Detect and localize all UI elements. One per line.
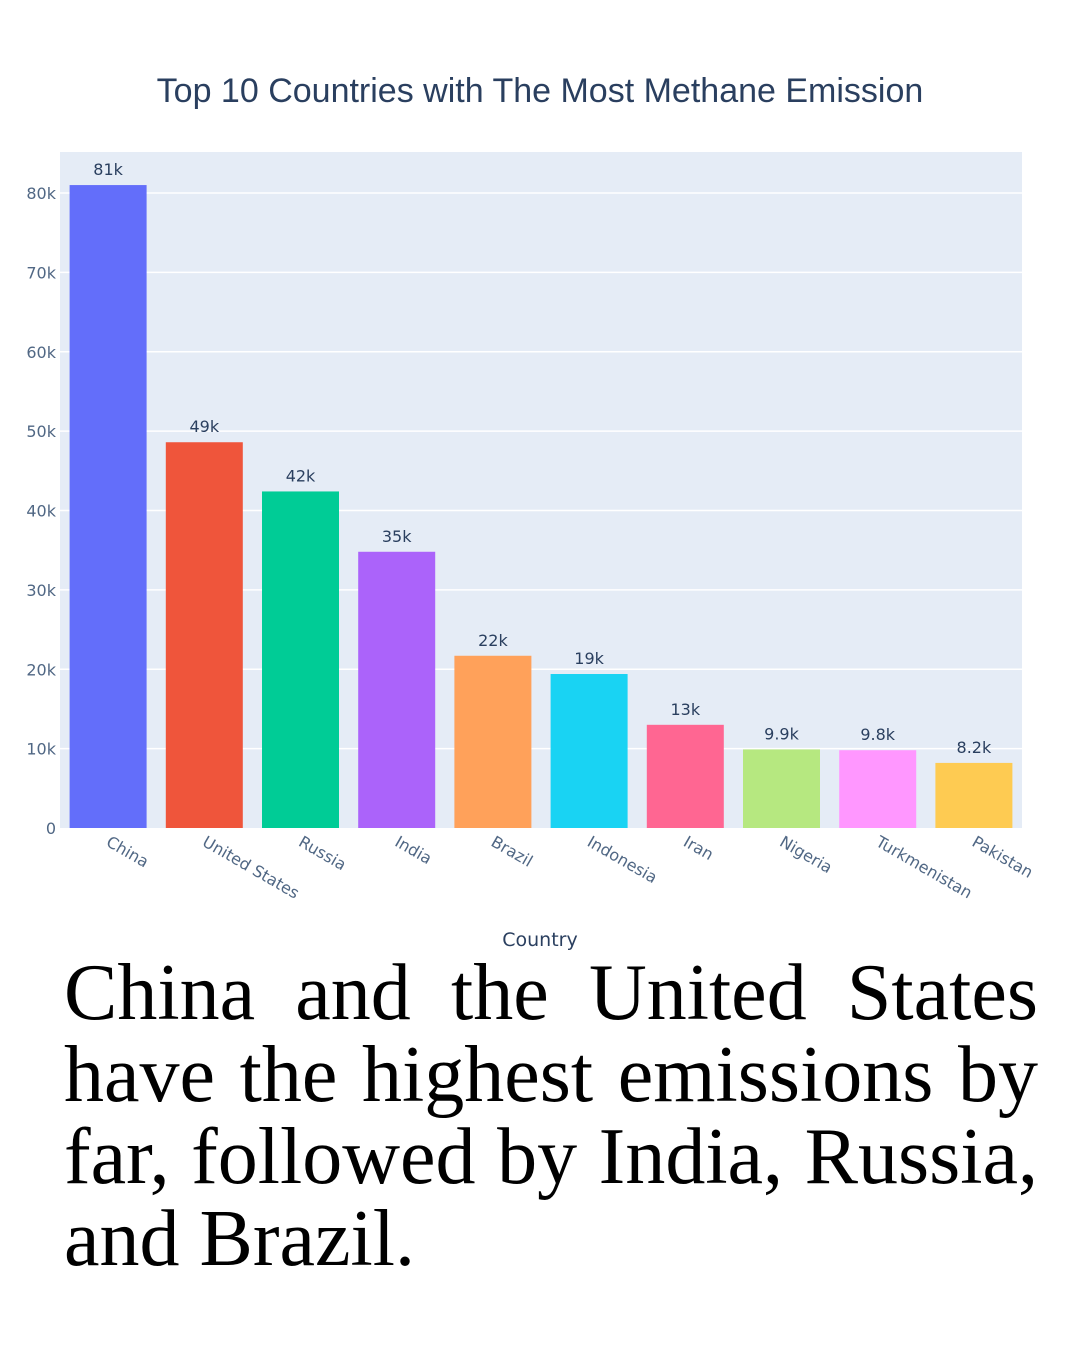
- y-tick-label: 50k: [26, 422, 56, 441]
- x-tick-label: Pakistan: [969, 832, 1037, 882]
- y-tick-label: 10k: [26, 740, 56, 759]
- x-tick-label: Turkmenistan: [872, 832, 976, 903]
- bars: [69, 185, 1013, 828]
- data-label: 35k: [382, 527, 412, 546]
- data-label: 19k: [574, 649, 604, 668]
- y-tick-label: 60k: [26, 343, 56, 362]
- y-tick-label: 20k: [26, 660, 56, 679]
- data-label: 49k: [189, 417, 219, 436]
- data-label: 13k: [670, 700, 700, 719]
- gridlines: [60, 192, 1022, 750]
- bar-nigeria[interactable]: [743, 749, 820, 828]
- y-tick-label: 70k: [26, 263, 56, 282]
- bar-chart: 81k 49k 42k 35k 22k 19k 13k 9.9k 9.8k 8.2k 0 10k 20…: [26, 152, 1036, 951]
- x-tick-label: United States: [199, 832, 302, 903]
- bar-russia[interactable]: [262, 491, 339, 828]
- data-label: 9.8k: [860, 725, 895, 744]
- y-axis-ticks: 0 10k 20k 30k 40k 50k 60k 70k 80k: [26, 184, 56, 838]
- bar-united-states[interactable]: [165, 442, 243, 828]
- bar-pakistan[interactable]: [935, 762, 1013, 828]
- x-tick-label: China: [103, 832, 152, 871]
- x-axis-title: Country: [502, 929, 577, 951]
- bar-brazil[interactable]: [454, 655, 532, 828]
- bar-turkmenistan[interactable]: [839, 750, 917, 828]
- bar-india[interactable]: [358, 551, 436, 828]
- x-tick-label: India: [392, 832, 436, 868]
- chart-title: Top 10 Countries with The Most Methane E…: [156, 72, 924, 110]
- data-labels: 81k 49k 42k 35k 22k 19k 13k 9.9k 9.8k 8.2k: [93, 160, 992, 757]
- x-tick-label: Iran: [680, 832, 717, 864]
- x-tick-label: Nigeria: [777, 832, 836, 877]
- data-label: 9.9k: [764, 724, 799, 743]
- data-label: 42k: [286, 466, 316, 485]
- bar-indonesia[interactable]: [550, 674, 628, 828]
- y-tick-label: 30k: [26, 581, 56, 600]
- x-tick-label: Brazil: [488, 832, 536, 871]
- x-tick-label: Russia: [296, 832, 350, 874]
- caption-text: China and the United States have the hig…: [64, 949, 1038, 1283]
- data-label: 22k: [478, 631, 508, 650]
- y-tick-label: 80k: [26, 184, 56, 203]
- data-label: 8.2k: [957, 738, 992, 757]
- bar-china[interactable]: [69, 185, 147, 828]
- bar-iran[interactable]: [646, 724, 724, 828]
- data-label: 81k: [93, 160, 123, 179]
- y-tick-label: 0: [46, 819, 56, 838]
- x-tick-label: Indonesia: [584, 832, 661, 887]
- y-tick-label: 40k: [26, 502, 56, 521]
